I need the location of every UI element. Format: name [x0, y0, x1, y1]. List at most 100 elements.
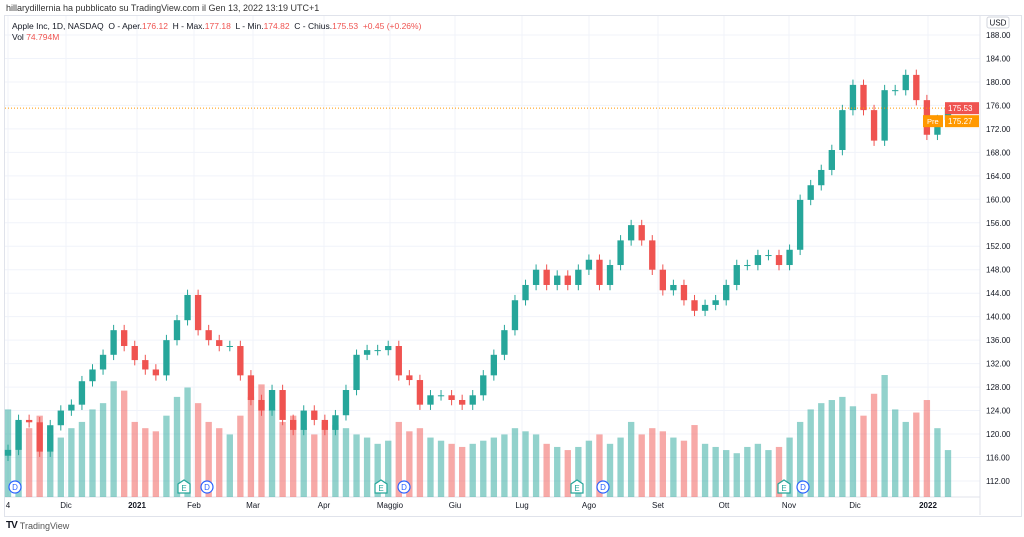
- volume-bar: [733, 453, 740, 497]
- y-tick-label: 144.00: [986, 289, 1011, 298]
- volume-bar: [142, 428, 149, 497]
- candle-body: [121, 330, 128, 347]
- brand-name[interactable]: TradingView: [19, 520, 70, 531]
- candle-body: [332, 415, 339, 430]
- dividend-marker-icon: [596, 480, 610, 494]
- earnings-marker-icon: [374, 479, 388, 494]
- volume-bar: [501, 434, 508, 497]
- volume-bar: [57, 437, 64, 497]
- x-tick-label: Mar: [246, 501, 260, 510]
- volume-bar: [290, 415, 297, 497]
- candle-body: [744, 265, 751, 267]
- volume-value: 74.794M: [26, 32, 60, 42]
- x-tick-label: Apr: [318, 501, 331, 510]
- y-tick-label: 184.00: [986, 54, 1011, 63]
- volume-bar: [775, 446, 783, 497]
- volume-bar: [300, 428, 307, 497]
- volume-bar: [480, 440, 487, 497]
- candle-body: [36, 422, 43, 452]
- volume-bar: [342, 428, 350, 497]
- volume-bar: [596, 434, 603, 497]
- candle-body: [237, 346, 244, 376]
- candle-body: [733, 265, 740, 285]
- candle-body: [279, 390, 286, 420]
- y-tick-label: 164.00: [986, 172, 1011, 181]
- candle-body: [290, 419, 297, 430]
- volume-bar: [131, 421, 138, 497]
- pre-market-tag: [923, 115, 943, 128]
- high-value: 177.18: [204, 21, 231, 31]
- candle-body: [596, 259, 603, 285]
- y-tick-label: 168.00: [986, 148, 1011, 157]
- volume-bar: [617, 437, 624, 497]
- y-tick-label: 160.00: [986, 195, 1011, 204]
- last-price-badge: [945, 102, 979, 115]
- x-tick-label: Set: [652, 501, 665, 510]
- candle-body: [89, 369, 96, 382]
- candle-body: [501, 330, 508, 355]
- low-label: L - Min.: [235, 21, 264, 31]
- candle-body: [892, 90, 899, 92]
- candle-body: [522, 284, 529, 301]
- candle-body: [934, 120, 941, 135]
- volume-bar: [458, 446, 466, 497]
- volume-bar: [194, 403, 202, 497]
- candle-body: [152, 369, 160, 376]
- candle-body: [110, 330, 117, 355]
- y-tick-label: 176.00: [986, 101, 1011, 110]
- volume-bar: [416, 428, 424, 497]
- candle-body: [701, 304, 709, 311]
- candle-body: [638, 225, 645, 241]
- candle-body: [205, 330, 212, 341]
- volume-bar: [332, 425, 339, 497]
- candle-body: [385, 346, 392, 351]
- volume-bar: [754, 443, 762, 497]
- y-tick-label: 148.00: [986, 266, 1011, 275]
- x-tick-label: 2021: [128, 501, 146, 510]
- y-tick-label: 172.00: [986, 125, 1011, 134]
- candle-body: [163, 340, 170, 376]
- candle-body: [796, 199, 804, 250]
- y-tick-label: 136.00: [986, 336, 1011, 345]
- volume-bar: [944, 450, 952, 497]
- volume-bar: [78, 421, 86, 497]
- volume-bar: [437, 440, 445, 497]
- candle-body: [416, 380, 424, 405]
- candle-body: [99, 354, 107, 370]
- volume-bar: [870, 393, 878, 497]
- candle-body: [311, 410, 318, 420]
- candle-body: [395, 346, 402, 376]
- volume-bar: [427, 437, 434, 497]
- candle-body: [723, 284, 730, 301]
- volume-bar: [638, 434, 645, 497]
- candle-body: [342, 390, 350, 416]
- symbol-label[interactable]: Apple Inc, 1D, NASDAQ: [12, 21, 104, 31]
- volume-bar: [385, 440, 392, 497]
- candle-body: [57, 410, 64, 426]
- volume-bar: [744, 446, 751, 497]
- volume-bar: [522, 431, 529, 497]
- candle-body: [458, 399, 466, 405]
- candle-body: [68, 404, 75, 411]
- volume-bar: [406, 431, 413, 497]
- dividend-marker-icon: [397, 480, 411, 494]
- publisher-line: hillarydillernia ha pubblicato su Tradin…: [6, 3, 320, 13]
- volume-bar: [173, 396, 181, 497]
- candle-body: [786, 249, 793, 266]
- candle-body: [321, 419, 329, 430]
- candle-body: [25, 419, 33, 423]
- volume-bar: [237, 415, 244, 497]
- volume-bar: [839, 396, 846, 497]
- y-tick-label: 156.00: [986, 219, 1011, 228]
- volume-label: Vol: [12, 32, 24, 42]
- candle-body: [448, 395, 455, 400]
- volume-bar: [532, 434, 540, 497]
- volume-bar: [913, 412, 920, 497]
- candle-body: [131, 346, 138, 361]
- x-tick-label: Maggio: [377, 501, 404, 510]
- volume-bar: [606, 443, 614, 497]
- candle-body: [564, 275, 571, 285]
- volume-bar: [184, 387, 191, 497]
- candle-body: [585, 259, 593, 270]
